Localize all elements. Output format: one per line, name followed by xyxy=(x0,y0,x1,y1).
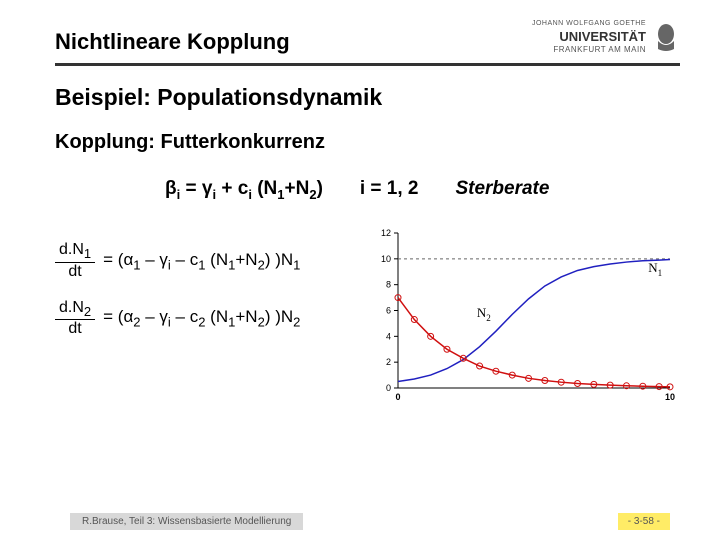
university-logo: JOHANN WOLFGANG GOETHE UNIVERSITÄT FRANK… xyxy=(532,20,680,55)
equation-line: βi = γi + ci (N1+N2) i = 1, 2 Sterberate xyxy=(55,178,680,202)
svg-text:12: 12 xyxy=(381,228,391,238)
content-area: Beispiel: Populationsdynamik Kopplung: F… xyxy=(0,66,720,409)
footer-page: - 3-58 - xyxy=(618,513,670,530)
sterberate-label: Sterberate xyxy=(455,178,549,199)
svg-text:8: 8 xyxy=(386,280,391,290)
goethe-head-icon xyxy=(652,21,680,53)
footer-author: R.Brause, Teil 3: Wissensbasierte Modell… xyxy=(70,513,303,530)
header: Nichtlineare Kopplung JOHANN WOLFGANG GO… xyxy=(0,0,720,63)
coupling-heading: Kopplung: Futterkonkurrenz xyxy=(55,131,680,154)
population-chart: 024681012010N1N2 xyxy=(370,223,680,408)
chart-svg: 024681012010N1N2 xyxy=(370,223,680,403)
svg-text:10: 10 xyxy=(665,392,675,402)
svg-text:0: 0 xyxy=(386,383,391,393)
deq-1: d.N1 dt = (α1 – γi – c1 (N1+N2) )N1 xyxy=(55,241,300,280)
differential-equations: d.N1 dt = (α1 – γi – c1 (N1+N2) )N1 d.N2… xyxy=(55,223,300,355)
logo-top-line: JOHANN WOLFGANG GOETHE xyxy=(532,20,646,28)
example-heading: Beispiel: Populationsdynamik xyxy=(55,84,680,111)
svg-text:4: 4 xyxy=(386,332,391,342)
svg-text:0: 0 xyxy=(395,392,400,402)
deq-2: d.N2 dt = (α2 – γi – c2 (N1+N2) )N2 xyxy=(55,299,300,338)
equation-condition: i = 1, 2 xyxy=(360,178,419,199)
logo-subtitle: FRANKFURT AM MAIN xyxy=(532,45,646,55)
svg-text:6: 6 xyxy=(386,306,391,316)
svg-text:2: 2 xyxy=(386,358,391,368)
svg-text:10: 10 xyxy=(381,254,391,264)
footer: R.Brause, Teil 3: Wissensbasierte Modell… xyxy=(0,513,720,530)
lower-row: d.N1 dt = (α1 – γi – c1 (N1+N2) )N1 d.N2… xyxy=(55,223,680,408)
logo-university: UNIVERSITÄT xyxy=(532,29,646,45)
slide-title: Nichtlineare Kopplung xyxy=(55,29,290,55)
